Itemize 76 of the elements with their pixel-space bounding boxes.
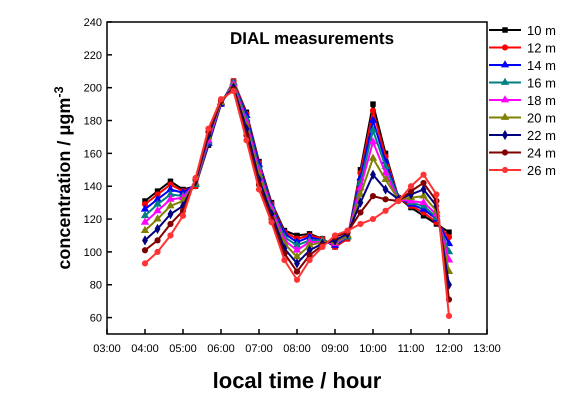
point: [370, 108, 376, 114]
point: [281, 257, 288, 264]
point: [256, 186, 262, 193]
legend-label: 20 m: [527, 110, 556, 126]
point: [368, 137, 378, 144]
point: [381, 174, 390, 182]
point: [142, 247, 148, 254]
point: [433, 191, 440, 198]
legend-label: 10 m: [527, 23, 556, 38]
point: [167, 232, 174, 239]
point: [140, 210, 150, 218]
point: [446, 312, 452, 320]
legend-label: 24 m: [527, 146, 556, 160]
point: [153, 206, 162, 214]
point: [419, 198, 428, 206]
point: [370, 216, 376, 222]
point: [166, 194, 175, 202]
point: [420, 180, 427, 186]
legend-label: 26 m: [527, 163, 556, 178]
y-tick-label: 200: [84, 82, 102, 95]
x-tick-label: 08:00: [283, 343, 311, 355]
y-tick-label: 160: [84, 148, 102, 160]
point: [140, 218, 150, 225]
point: [408, 183, 414, 190]
point: [180, 212, 186, 219]
point: [382, 208, 389, 214]
point: [294, 276, 300, 283]
y-tick-label: 140: [84, 181, 102, 194]
x-tick-label: 10:00: [359, 343, 387, 355]
y-tick-label: 180: [84, 116, 102, 128]
point: [140, 226, 150, 233]
point: [166, 201, 175, 208]
x-tick-label: 11:00: [398, 343, 424, 355]
point: [368, 116, 378, 123]
x-tick-label: 07:00: [245, 343, 273, 355]
point: [368, 126, 378, 133]
x-tick-label: 04:00: [131, 343, 159, 355]
point: [154, 248, 161, 255]
x-tick-label: 13:00: [473, 343, 501, 355]
legend-label: 16 m: [527, 76, 556, 90]
point: [306, 257, 313, 264]
y-tick-label: 240: [84, 17, 102, 29]
point: [268, 219, 275, 226]
legend-label: 14 m: [527, 58, 556, 73]
legend-label: 18 m: [527, 93, 556, 108]
y-tick-label: 80: [90, 280, 102, 292]
point: [357, 209, 364, 216]
y-tick-label: 220: [84, 50, 102, 62]
point: [357, 220, 364, 228]
y-tick-label: 60: [90, 312, 102, 325]
point: [292, 245, 302, 253]
x-axis-title: local time / hour: [212, 368, 382, 393]
x-tick-label: 12:00: [435, 343, 463, 355]
point: [370, 101, 376, 107]
chart-title: DIAL measurements: [230, 29, 394, 48]
point: [154, 237, 161, 244]
point: [382, 196, 389, 202]
point: [243, 137, 250, 144]
x-tick-label: 06:00: [207, 343, 235, 355]
legend-label: 22 m: [527, 128, 556, 143]
point: [205, 126, 212, 132]
point: [420, 172, 427, 178]
y-tick-label: 120: [84, 214, 102, 226]
point: [368, 153, 378, 161]
point: [294, 268, 300, 275]
point: [140, 204, 150, 212]
point: [142, 260, 148, 266]
point: [153, 214, 162, 222]
x-tick-label: 05:00: [169, 343, 197, 355]
x-tick-label: 03:00: [93, 343, 121, 355]
legend-label: 12 m: [527, 40, 556, 56]
x-tick-label: 09:00: [321, 343, 349, 355]
point: [153, 199, 162, 207]
point: [167, 220, 174, 228]
point: [370, 192, 376, 200]
y-tick-label: 100: [84, 246, 102, 259]
